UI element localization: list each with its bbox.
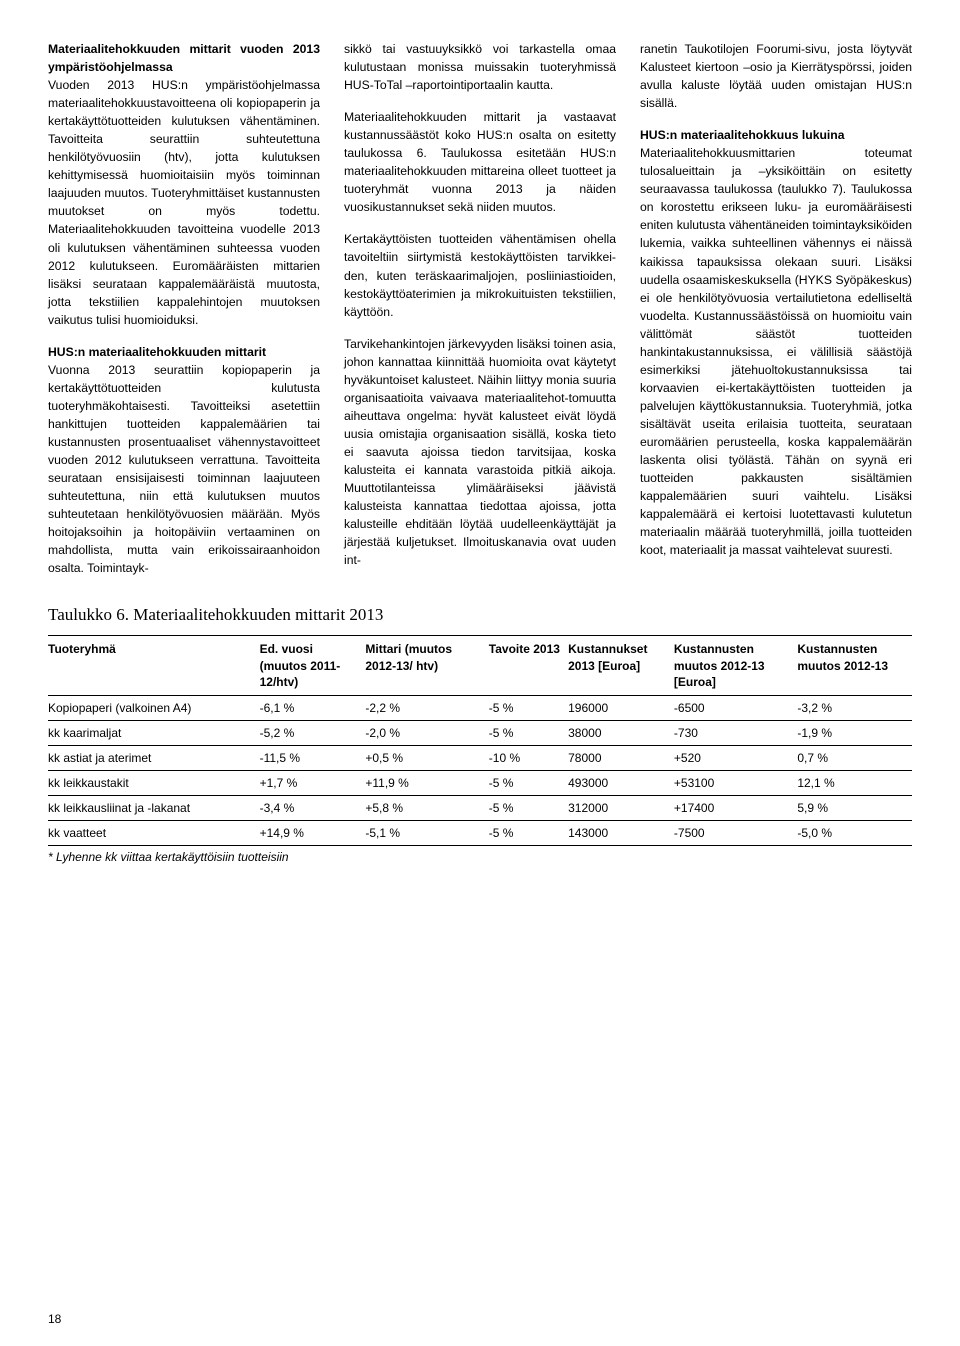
table-cell: 312000 xyxy=(568,795,674,820)
th-3: Tavoite 2013 xyxy=(489,636,568,696)
table-cell: +53100 xyxy=(674,770,797,795)
table-cell: +1,7 % xyxy=(260,770,366,795)
table-cell: -1,9 % xyxy=(797,720,912,745)
page-number: 18 xyxy=(48,1312,61,1326)
table-cell: 78000 xyxy=(568,745,674,770)
table-cell: +0,5 % xyxy=(365,745,488,770)
column-3: ranetin Taukotilojen Foorumi-sivu, josta… xyxy=(640,40,912,577)
th-4: Kustannukset 2013 [Euroa] xyxy=(568,636,674,696)
table-cell: -6500 xyxy=(674,695,797,720)
table-cell: 493000 xyxy=(568,770,674,795)
table-row: kk leikkaustakit+1,7 %+11,9 %-5 %493000+… xyxy=(48,770,912,795)
table-cell: -5,0 % xyxy=(797,820,912,845)
col2-para-2: Materiaalitehokkuuden mittarit ja vastaa… xyxy=(344,108,616,216)
table-cell: -5 % xyxy=(489,695,568,720)
table-footnote: * Lyhenne kk viittaa kertakäyttöisiin tu… xyxy=(48,846,912,864)
table-header-row: Tuoteryhmä Ed. vuosi (muutos 2011-12/htv… xyxy=(48,636,912,696)
table-cell: +11,9 % xyxy=(365,770,488,795)
col3-heading-1: HUS:n materiaalitehokkuus lukuina xyxy=(640,126,912,144)
th-0: Tuoteryhmä xyxy=(48,636,260,696)
table-cell: -6,1 % xyxy=(260,695,366,720)
table-cell: -2,2 % xyxy=(365,695,488,720)
table-cell: 38000 xyxy=(568,720,674,745)
col2-para-3: Kertakäyttöisten tuotteiden vähentämisen… xyxy=(344,230,616,320)
table-cell: -5,2 % xyxy=(260,720,366,745)
col1-heading-1: Materiaalitehokkuuden mittarit vuoden 20… xyxy=(48,40,320,76)
table-cell: kk vaatteet xyxy=(48,820,260,845)
col1-para-1: Vuoden 2013 HUS:n ympäristöohjelmassa ma… xyxy=(48,76,320,329)
table-cell: -5,1 % xyxy=(365,820,488,845)
col2-para-1: sikkö tai vastuuyksikkö voi tarkastella … xyxy=(344,40,616,94)
th-5: Kustannusten muutos 2012-13 [Euroa] xyxy=(674,636,797,696)
table-row: kk astiat ja aterimet-11,5 %+0,5 %-10 %7… xyxy=(48,745,912,770)
table-cell: -3,2 % xyxy=(797,695,912,720)
col2-para-4: Tarvikehankintojen järkevyyden lisäksi t… xyxy=(344,335,616,570)
col3-para-1: ranetin Taukotilojen Foorumi-sivu, josta… xyxy=(640,40,912,112)
table-caption: Taulukko 6. Materiaalitehokkuuden mittar… xyxy=(48,605,912,625)
table-cell: 196000 xyxy=(568,695,674,720)
th-2: Mittari (muutos 2012-13/ htv) xyxy=(365,636,488,696)
col1-para-2: Vuonna 2013 seurattiin kopiopaperin ja k… xyxy=(48,361,320,578)
table-cell: -10 % xyxy=(489,745,568,770)
table-cell: -3,4 % xyxy=(260,795,366,820)
table-cell: -5 % xyxy=(489,820,568,845)
table-cell: 5,9 % xyxy=(797,795,912,820)
table-cell: -730 xyxy=(674,720,797,745)
col3-para-2: Materiaalitehokkuusmittarien toteumat tu… xyxy=(640,144,912,559)
table-cell: 143000 xyxy=(568,820,674,845)
table-row: kk leikkausliinat ja -lakanat-3,4 %+5,8 … xyxy=(48,795,912,820)
table-cell: -5 % xyxy=(489,795,568,820)
table-row: kk vaatteet+14,9 %-5,1 %-5 %143000-7500-… xyxy=(48,820,912,845)
table-cell: +17400 xyxy=(674,795,797,820)
table-cell: +14,9 % xyxy=(260,820,366,845)
table-cell: +520 xyxy=(674,745,797,770)
table-cell: kk astiat ja aterimet xyxy=(48,745,260,770)
th-1: Ed. vuosi (muutos 2011-12/htv) xyxy=(260,636,366,696)
table-row: kk kaarimaljat-5,2 %-2,0 %-5 %38000-730-… xyxy=(48,720,912,745)
table-cell: 0,7 % xyxy=(797,745,912,770)
table-cell: -5 % xyxy=(489,720,568,745)
text-columns: Materiaalitehokkuuden mittarit vuoden 20… xyxy=(48,40,912,577)
column-2: sikkö tai vastuuyksikkö voi tarkastella … xyxy=(344,40,616,577)
table-cell: kk leikkaustakit xyxy=(48,770,260,795)
table-cell: kk kaarimaljat xyxy=(48,720,260,745)
metrics-table: Tuoteryhmä Ed. vuosi (muutos 2011-12/htv… xyxy=(48,635,912,846)
table-cell: -2,0 % xyxy=(365,720,488,745)
table-cell: -7500 xyxy=(674,820,797,845)
th-6: Kustannusten muutos 2012-13 xyxy=(797,636,912,696)
table-cell: -5 % xyxy=(489,770,568,795)
table-row: Kopiopaperi (valkoinen A4)-6,1 %-2,2 %-5… xyxy=(48,695,912,720)
column-1: Materiaalitehokkuuden mittarit vuoden 20… xyxy=(48,40,320,577)
table-body: Kopiopaperi (valkoinen A4)-6,1 %-2,2 %-5… xyxy=(48,695,912,845)
table-cell: -11,5 % xyxy=(260,745,366,770)
table-cell: Kopiopaperi (valkoinen A4) xyxy=(48,695,260,720)
table-cell: kk leikkausliinat ja -lakanat xyxy=(48,795,260,820)
table-cell: 12,1 % xyxy=(797,770,912,795)
table-cell: +5,8 % xyxy=(365,795,488,820)
col1-heading-2: HUS:n materiaalitehokkuuden mittarit xyxy=(48,343,320,361)
